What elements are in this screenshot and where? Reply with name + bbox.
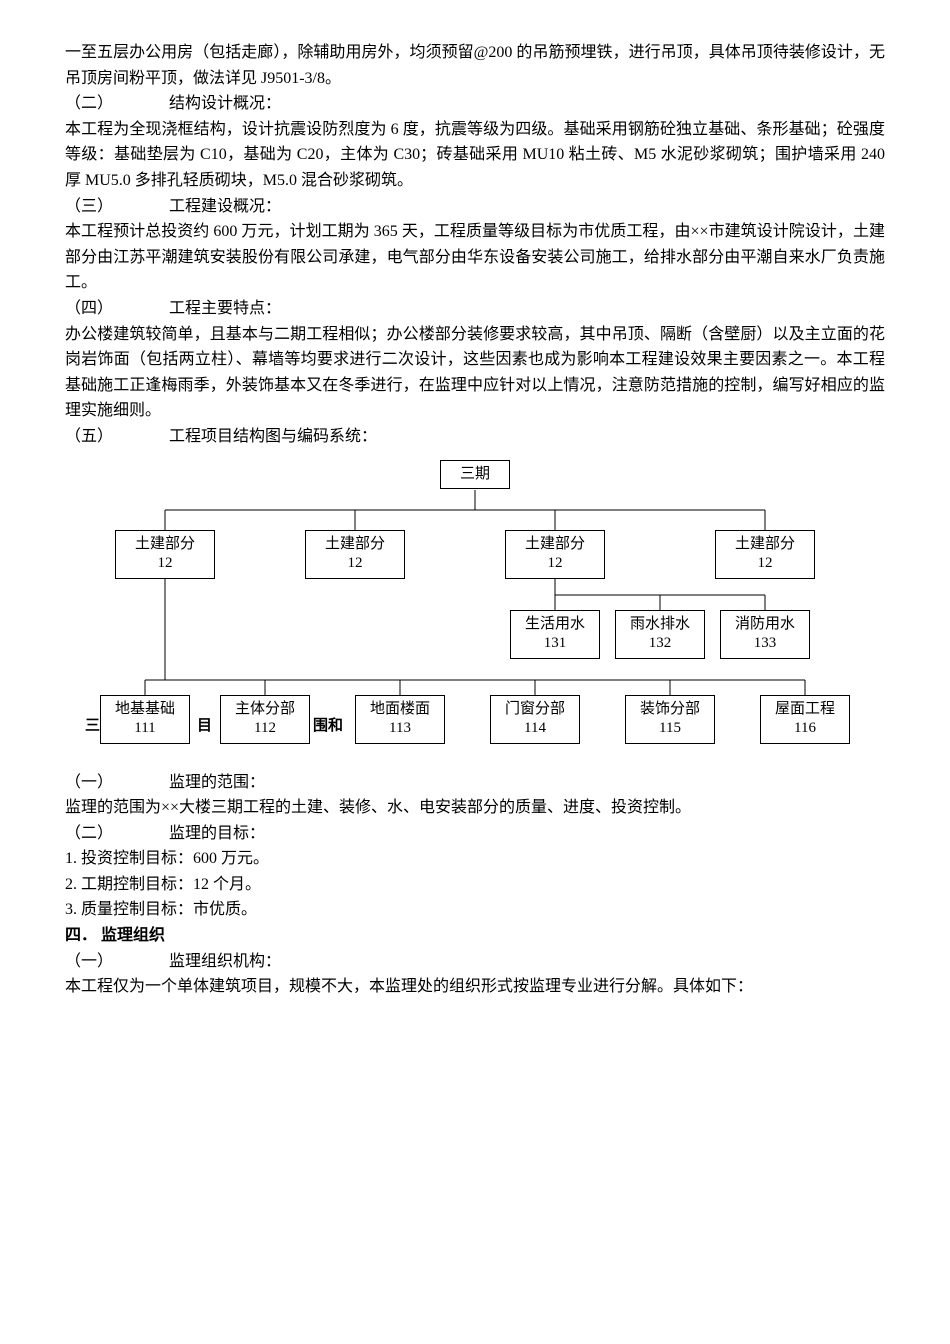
- paragraph: 本工程为全现浇框结构，设计抗震设防烈度为 6 度，抗震等级为四级。基础采用钢筋砼…: [65, 117, 885, 194]
- node-l2-2: 土建部分 12: [505, 530, 605, 579]
- node-l3b-2: 地面楼面 113: [355, 695, 445, 744]
- node-l2-0: 土建部分 12: [115, 530, 215, 579]
- node-l3a-0: 生活用水 131: [510, 610, 600, 659]
- node-l2-3: 土建部分 12: [715, 530, 815, 579]
- node-l3b-4: 装饰分部 115: [625, 695, 715, 744]
- section-heading: （五） 工程项目结构图与编码系统：: [65, 424, 885, 450]
- section-number: （五）: [65, 424, 165, 450]
- paragraph: 办公楼建筑较简单，且基本与二期工程相似；办公楼部分装修要求较高，其中吊顶、隔断（…: [65, 322, 885, 424]
- section-heading: （二） 结构设计概况：: [65, 91, 885, 117]
- list-item: 2. 工期控制目标：12 个月。: [65, 872, 885, 898]
- section-title: 监理的目标：: [169, 825, 265, 842]
- list-item: 1. 投资控制目标：600 万元。: [65, 846, 885, 872]
- section-number: （四）: [65, 296, 165, 322]
- section-heading: （一） 监理的范围：: [65, 770, 885, 796]
- section-heading: （一） 监理组织机构：: [65, 949, 885, 975]
- paragraph: 本工程仅为一个单体建筑项目，规模不大，本监理处的组织形式按监理专业进行分解。具体…: [65, 974, 885, 1000]
- paragraph: 一至五层办公用房（包括走廊），除辅助用房外，均须预留@200 的吊筋预埋铁，进行…: [65, 40, 885, 91]
- overlay-wei: 围和: [313, 714, 343, 738]
- paragraph: 监理的范围为××大楼三期工程的土建、装修、水、电安装部分的质量、进度、投资控制。: [65, 795, 885, 821]
- heading-level1: 四． 监理组织: [65, 923, 885, 949]
- node-l3a-1: 雨水排水 132: [615, 610, 705, 659]
- overlay-mu: 目: [197, 714, 212, 738]
- node-l3b-5: 屋面工程 116: [760, 695, 850, 744]
- section-number: （二）: [65, 821, 165, 847]
- section-number: （一）: [65, 949, 165, 975]
- node-l3b-1: 主体分部 112: [220, 695, 310, 744]
- section-title: 工程项目结构图与编码系统：: [169, 428, 377, 445]
- node-l3a-2: 消防用水 133: [720, 610, 810, 659]
- goals-list: 1. 投资控制目标：600 万元。 2. 工期控制目标：12 个月。 3. 质量…: [65, 846, 885, 923]
- section-title: 工程主要特点：: [169, 300, 281, 317]
- paragraph: 本工程预计总投资约 600 万元，计划工期为 365 天，工程质量等级目标为市优…: [65, 219, 885, 296]
- section-heading: （二） 监理的目标：: [65, 821, 885, 847]
- section-number: （一）: [65, 770, 165, 796]
- section-heading: （三） 工程建设概况：: [65, 194, 885, 220]
- overlay-san: 三: [85, 714, 100, 738]
- section-number: （二）: [65, 91, 165, 117]
- node-root: 三期: [440, 460, 510, 490]
- node-l3b-0: 地基基础 111: [100, 695, 190, 744]
- section-title: 监理组织机构：: [169, 953, 281, 970]
- list-item: 3. 质量控制目标：市优质。: [65, 897, 885, 923]
- org-chart: 三期 土建部分 12 土建部分 12 土建部分 12 土建部分 12 生活用水 …: [85, 460, 865, 760]
- node-l3b-3: 门窗分部 114: [490, 695, 580, 744]
- section-title: 结构设计概况：: [169, 95, 281, 112]
- section-number: （三）: [65, 194, 165, 220]
- node-l2-1: 土建部分 12: [305, 530, 405, 579]
- section-title: 工程建设概况：: [169, 198, 281, 215]
- section-title: 监理的范围：: [169, 774, 265, 791]
- section-heading: （四） 工程主要特点：: [65, 296, 885, 322]
